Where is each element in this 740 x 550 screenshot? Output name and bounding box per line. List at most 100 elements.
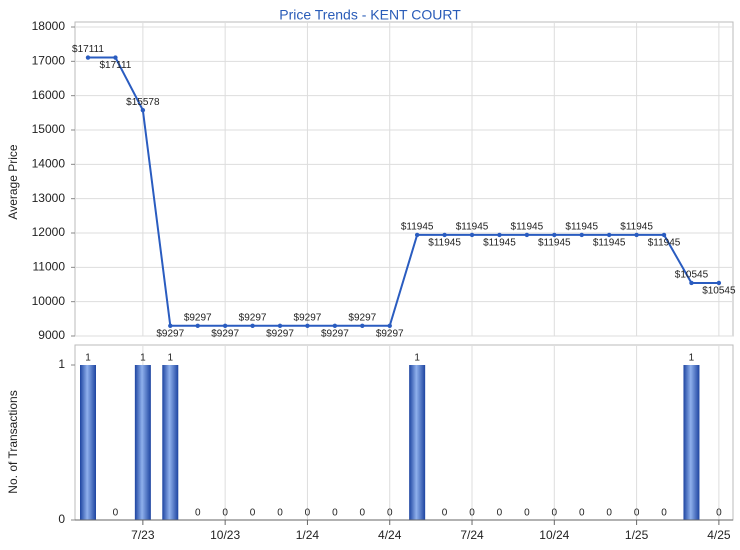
- value-label: $9297: [321, 328, 349, 339]
- point: [277, 323, 283, 329]
- point: [113, 55, 118, 60]
- bar: [80, 365, 96, 520]
- value-label: $11945: [511, 222, 544, 233]
- value-label: 1: [168, 353, 174, 364]
- point: [305, 323, 310, 329]
- point: [195, 323, 200, 329]
- y-tick-label: 0: [58, 512, 65, 526]
- point: [222, 323, 228, 329]
- y-tick-label: 14000: [32, 157, 66, 171]
- y-tick-label: 13000: [32, 191, 66, 205]
- point: [552, 232, 557, 238]
- value-label: 0: [661, 508, 667, 519]
- y-tick-label: 10000: [32, 294, 66, 308]
- point: [250, 323, 255, 329]
- value-label: 0: [469, 508, 475, 519]
- y-tick-label: 1: [58, 357, 65, 371]
- value-label: $11945: [401, 222, 434, 233]
- y-tick-label: 15000: [32, 122, 66, 136]
- y-tick-label: 12000: [32, 225, 66, 239]
- value-label: 0: [442, 508, 448, 519]
- point: [606, 232, 612, 238]
- price-line: [88, 56, 719, 327]
- x-tick-label: 7/24: [460, 528, 484, 542]
- x-tick-label: 10/24: [539, 528, 569, 542]
- value-label: 0: [497, 508, 503, 519]
- point: [414, 232, 420, 238]
- value-label: $9297: [376, 328, 404, 339]
- bar: [134, 365, 151, 520]
- point: [360, 323, 365, 329]
- y-tick-label: 9000: [38, 328, 65, 342]
- value-label: 0: [524, 508, 530, 519]
- value-label: 0: [606, 508, 612, 519]
- point: [634, 232, 639, 238]
- x-tick-label: 1/25: [625, 528, 649, 542]
- point: [387, 323, 392, 329]
- point: [332, 323, 338, 329]
- y-tick-label: 16000: [32, 88, 66, 102]
- value-label: $15578: [126, 97, 160, 108]
- value-label: $10545: [675, 270, 709, 281]
- x-tick-label: 1/24: [296, 528, 320, 542]
- x-tick-label: 4/24: [378, 528, 402, 542]
- y-tick-label: 11000: [33, 260, 66, 274]
- y-tick-label: 18000: [32, 19, 66, 33]
- point: [140, 107, 146, 113]
- point: [442, 232, 447, 238]
- x-tick-label: 4/25: [707, 528, 731, 542]
- y-tick-label: 17000: [32, 54, 66, 68]
- value-label: $11945: [620, 222, 653, 233]
- value-label: $11945: [428, 238, 461, 249]
- value-label: $9297: [184, 312, 212, 323]
- value-label: 1: [414, 353, 420, 364]
- value-label: 0: [195, 508, 201, 519]
- value-label: 0: [305, 508, 311, 519]
- value-label: $9297: [294, 312, 322, 323]
- plot-area: [74, 21, 734, 337]
- value-label: $9297: [239, 312, 267, 323]
- value-label: 0: [716, 508, 722, 519]
- x-tick-label: 7/23: [131, 528, 155, 542]
- value-label: $9297: [156, 328, 184, 339]
- point: [168, 323, 173, 329]
- x-tick-label: 10/23: [210, 528, 240, 542]
- value-label: $11945: [483, 238, 516, 249]
- point: [497, 232, 502, 238]
- y-axis-label: No. of Transactions: [6, 390, 20, 493]
- value-label: $11945: [593, 238, 626, 249]
- point: [716, 280, 722, 286]
- value-label: $9297: [211, 328, 239, 339]
- value-label: $10545: [702, 286, 736, 297]
- bar: [162, 365, 179, 520]
- value-label: $9297: [266, 328, 294, 339]
- point: [524, 232, 530, 238]
- value-label: 1: [85, 353, 91, 364]
- value-label: $17111: [72, 44, 104, 55]
- bar: [409, 365, 426, 520]
- value-label: 1: [140, 353, 146, 364]
- value-label: 0: [277, 508, 283, 519]
- value-label: $11945: [456, 222, 489, 233]
- value-label: 0: [634, 508, 640, 519]
- point: [85, 55, 91, 60]
- value-label: 0: [332, 508, 338, 519]
- point: [469, 232, 475, 238]
- value-label: 0: [360, 508, 366, 519]
- point: [579, 232, 584, 238]
- value-label: $11945: [648, 238, 681, 249]
- point: [689, 280, 694, 286]
- y-axis-label: Average Price: [6, 144, 20, 219]
- value-label: 0: [579, 508, 585, 519]
- point: [661, 232, 667, 238]
- value-label: $11945: [538, 238, 571, 249]
- value-label: 0: [113, 508, 119, 519]
- value-label: 0: [222, 508, 228, 519]
- value-label: 0: [552, 508, 558, 519]
- value-label: 0: [387, 508, 393, 519]
- value-label: 0: [250, 508, 256, 519]
- bar: [683, 365, 700, 520]
- chart-title: Price Trends - KENT COURT: [279, 7, 461, 23]
- value-label: $17111: [99, 60, 131, 71]
